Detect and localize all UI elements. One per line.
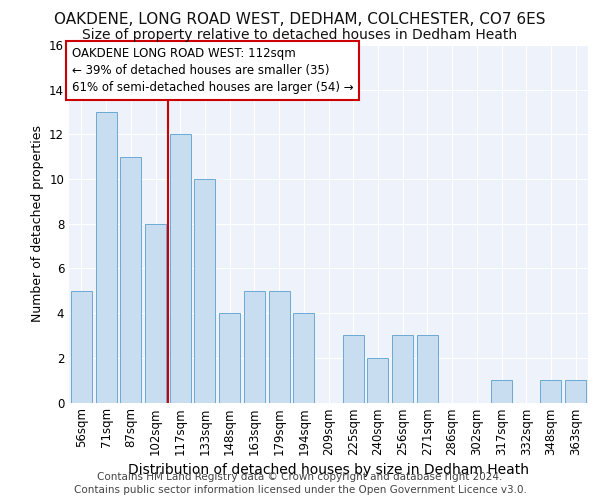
- Bar: [269, 291, 290, 403]
- Bar: [565, 380, 586, 402]
- Bar: [95, 112, 116, 403]
- X-axis label: Distribution of detached houses by size in Dedham Heath: Distribution of detached houses by size …: [128, 464, 529, 477]
- Bar: [219, 313, 240, 402]
- Text: Contains HM Land Registry data © Crown copyright and database right 2024.: Contains HM Land Registry data © Crown c…: [97, 472, 503, 482]
- Bar: [244, 291, 265, 403]
- Y-axis label: Number of detached properties: Number of detached properties: [31, 125, 44, 322]
- Bar: [491, 380, 512, 402]
- Bar: [392, 336, 413, 402]
- Bar: [170, 134, 191, 402]
- Bar: [293, 313, 314, 402]
- Bar: [145, 224, 166, 402]
- Text: Contains public sector information licensed under the Open Government Licence v3: Contains public sector information licen…: [74, 485, 526, 495]
- Bar: [343, 336, 364, 402]
- Bar: [417, 336, 438, 402]
- Bar: [71, 291, 92, 403]
- Bar: [194, 179, 215, 402]
- Bar: [541, 380, 562, 402]
- Text: OAKDENE, LONG ROAD WEST, DEDHAM, COLCHESTER, CO7 6ES: OAKDENE, LONG ROAD WEST, DEDHAM, COLCHES…: [54, 12, 546, 28]
- Text: OAKDENE LONG ROAD WEST: 112sqm
← 39% of detached houses are smaller (35)
61% of : OAKDENE LONG ROAD WEST: 112sqm ← 39% of …: [71, 47, 353, 94]
- Bar: [120, 156, 141, 402]
- Bar: [367, 358, 388, 403]
- Text: Size of property relative to detached houses in Dedham Heath: Size of property relative to detached ho…: [82, 28, 518, 42]
